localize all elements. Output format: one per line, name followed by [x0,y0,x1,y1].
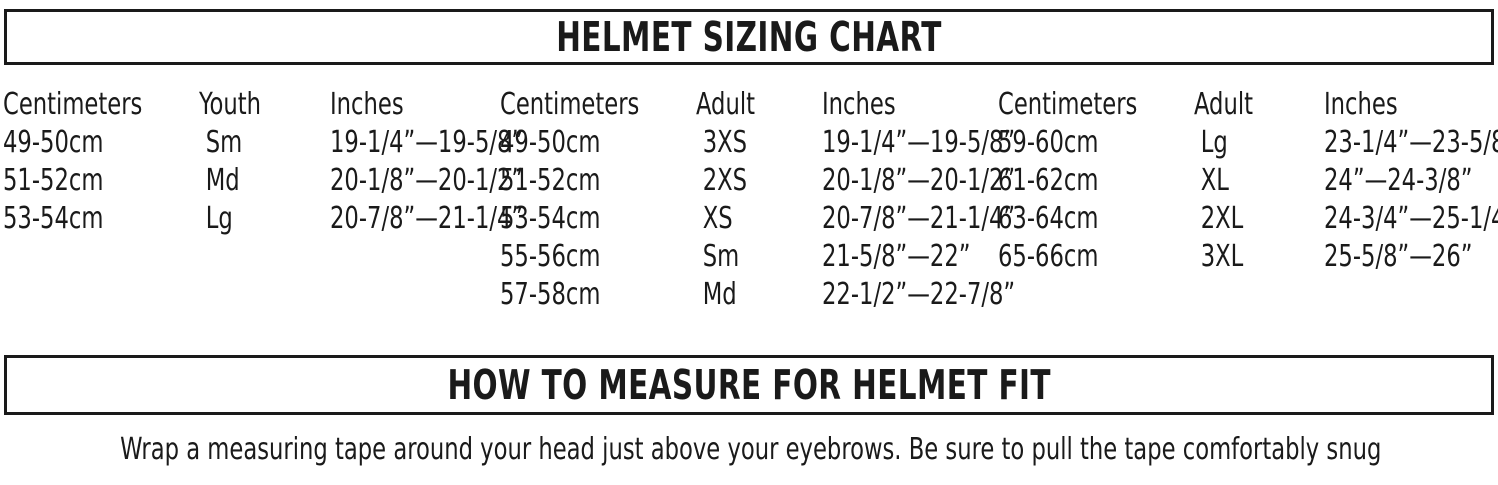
column-header-centimeters: Centimeters [998,87,1138,122]
cell-inches: 25-5/8”—26” [1324,239,1473,274]
cell-size: 2XL [1200,201,1244,236]
cell-inches: 24-3/4”—25-1/4” [1324,201,1498,236]
cell-inches: 20-7/8”—21-1/4” [822,201,1016,236]
cell-centimeters: 59-60cm [998,125,1099,160]
cell-inches: 20-1/8”—20-1/2” [822,163,1016,198]
cell-size: Md [205,163,240,198]
cell-inches: 20-7/8”—21-1/4” [330,201,524,236]
cell-inches: 19-1/4”—19-5/8” [822,125,1016,160]
cell-centimeters: 51-52cm [3,163,104,198]
cell-inches: 24”—24-3/8” [1324,163,1473,198]
cell-centimeters: 57-58cm [500,277,601,312]
cell-centimeters: 55-56cm [500,239,601,274]
cell-size: 3XS [702,125,748,160]
column-header-adult: Adult [1194,87,1254,122]
cell-centimeters: 49-50cm [3,125,104,160]
column-header-centimeters: Centimeters [500,87,640,122]
cell-centimeters: 49-50cm [500,125,601,160]
cell-size: 2XS [702,163,748,198]
measure-section-title: HOW TO MEASURE FOR HELMET FIT [447,360,1051,409]
column-header-adult: Adult [696,87,756,122]
cell-size: Sm [702,239,740,274]
cell-size: 3XL [1200,239,1244,274]
column-header-youth: Youth [199,87,262,122]
cell-inches: 20-1/8”—20-1/2” [330,163,524,198]
page-title: HELMET SIZING CHART [556,12,942,61]
column-header-inches: Inches [1324,87,1398,122]
measure-instruction-text: Wrap a measuring tape around your head j… [120,432,1382,467]
column-header-centimeters: Centimeters [3,87,143,122]
cell-size: Sm [205,125,243,160]
helmet-sizing-chart-banner: HELMET SIZING CHART [4,9,1494,65]
cell-inches: 22-1/2”—22-7/8” [822,277,1016,312]
cell-size: XL [1200,163,1229,198]
column-header-inches: Inches [822,87,896,122]
measure-instruction-container: Wrap a measuring tape around your head j… [0,432,1498,468]
cell-centimeters: 61-62cm [998,163,1099,198]
cell-size: XS [702,201,733,236]
cell-size: Lg [205,201,233,236]
cell-centimeters: 53-54cm [500,201,601,236]
cell-centimeters: 53-54cm [3,201,104,236]
cell-inches: 21-5/8”—22” [822,239,971,274]
cell-centimeters: 51-52cm [500,163,601,198]
cell-centimeters: 65-66cm [998,239,1099,274]
how-to-measure-banner: HOW TO MEASURE FOR HELMET FIT [4,355,1494,415]
column-header-inches: Inches [330,87,404,122]
cell-size: Lg [1200,125,1228,160]
cell-size: Md [702,277,737,312]
cell-inches: 23-1/4”—23-5/8” [1324,125,1498,160]
cell-centimeters: 63-64cm [998,201,1099,236]
cell-inches: 19-1/4”—19-5/8” [330,125,524,160]
sizing-tables-container: Centimeters Youth Inches 49-50cm Sm 19-1… [0,88,1498,328]
